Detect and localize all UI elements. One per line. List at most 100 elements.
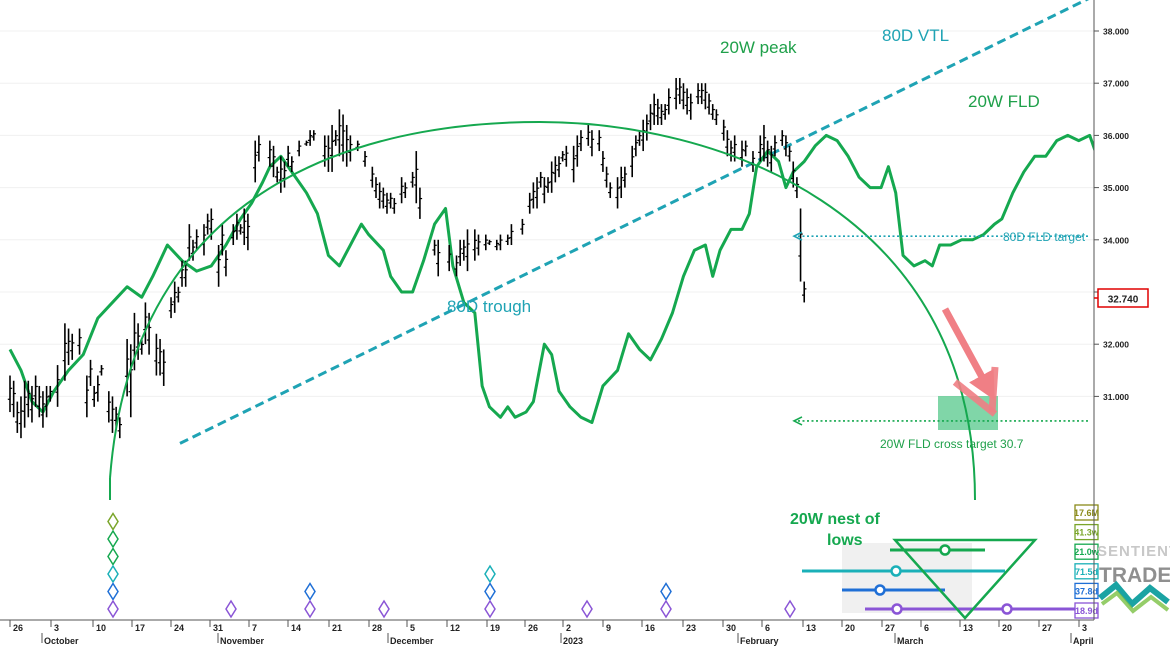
price-bar (392, 198, 397, 214)
price-bar (578, 130, 584, 152)
price-bar (600, 151, 606, 172)
price-bar (560, 151, 565, 162)
y-tick-label: 38.000 (1103, 27, 1129, 37)
price-bar (48, 385, 53, 402)
diamond-icon (107, 582, 119, 601)
price-bar (282, 161, 287, 188)
price-bar (128, 344, 133, 418)
price-bar (242, 208, 247, 246)
price-bar (743, 140, 748, 157)
price-bar (245, 213, 251, 251)
price-bar (758, 135, 763, 162)
price-bar (388, 192, 393, 209)
price-bar (695, 83, 701, 105)
x-tick-label: 3 (1082, 623, 1087, 633)
trough-diamond-stack (581, 599, 593, 619)
price-bar (183, 260, 188, 287)
price-bar (461, 239, 467, 261)
x-tick-label: 13 (806, 623, 816, 633)
price-bar (699, 83, 704, 105)
diamond-icon (660, 582, 672, 601)
price-bar (761, 124, 767, 162)
price-bar (238, 224, 243, 235)
arrow-left-icon (792, 231, 803, 241)
cycle-length-label: 17.6M (1074, 504, 1099, 521)
price-bar (205, 213, 210, 235)
price-bar (337, 109, 342, 157)
cycle-arc (109, 120, 976, 501)
price-bar (117, 417, 122, 439)
label-80d-vtl: 80D VTL (882, 26, 949, 45)
cycle-length-labels: 17.6M 41.3w 21.0w 71.5d 37.8d 18.9d (1074, 504, 1100, 619)
nest-projection (890, 544, 985, 556)
price-bar (40, 391, 46, 428)
projection-arrow (941, 307, 995, 401)
diamond-icon (784, 599, 796, 619)
price-bar (18, 396, 24, 439)
price-bar (604, 166, 609, 188)
nest-of-lows (802, 544, 1075, 615)
price-bar (253, 140, 258, 183)
diamond-icon (304, 582, 316, 601)
price-bar (520, 218, 525, 235)
price-bar (322, 135, 327, 167)
x-tick-label: 28 (372, 623, 382, 633)
x-month-label: November (220, 636, 265, 646)
diamond-icon (484, 582, 496, 601)
y-tick-label: 36.000 (1103, 131, 1129, 141)
price-bar (487, 239, 492, 246)
price-bar (798, 208, 803, 282)
x-tick-label: 3 (54, 623, 59, 633)
x-tick-label: 17 (135, 623, 145, 633)
y-tick-label: 32.000 (1103, 340, 1129, 350)
price-bar (710, 104, 715, 120)
x-tick-label: 23 (686, 623, 696, 633)
label-20w-peak: 20W peak (720, 38, 797, 57)
x-tick-label: 16 (645, 623, 655, 633)
diamond-icon (484, 599, 496, 619)
diamond-icon (660, 599, 672, 619)
price-bar (765, 140, 770, 167)
price-bar (659, 104, 664, 125)
price-bar (417, 187, 423, 219)
price-bar (534, 177, 540, 209)
price-bar (362, 151, 368, 167)
diamond-icon (107, 512, 119, 531)
price-bar (494, 239, 499, 251)
price-bar (673, 77, 679, 110)
x-month-label: February (740, 636, 779, 646)
price-bar (373, 177, 379, 199)
price-bar (780, 130, 785, 146)
price-bar (355, 140, 360, 152)
cross-target-line (792, 416, 1090, 426)
price-bar (688, 93, 693, 120)
label-80d-fld-target: 80D FLD target (1003, 230, 1086, 244)
x-tick-label: 12 (450, 623, 460, 633)
price-bar (187, 224, 192, 261)
price-bar (436, 239, 441, 277)
price-bar (384, 192, 390, 214)
x-tick-label: 20 (1002, 623, 1012, 633)
x-tick-label: 19 (490, 623, 500, 633)
trough-diamond-stack (484, 564, 496, 619)
price-bar (677, 77, 682, 105)
price-bar (556, 156, 562, 178)
x-tick-label: 14 (291, 623, 301, 633)
price-bar (22, 380, 27, 428)
price-bar (410, 171, 415, 188)
x-axis: 26 3 10 17 24 31 7 14 21 28 5 12 19 26 2 9 16 23 30 6 13 20 27… (0, 619, 1094, 647)
price-bar (234, 213, 240, 240)
price-bar (304, 140, 309, 146)
svg-text:18.9d: 18.9d (1075, 606, 1098, 616)
projection-arrow-2 (988, 366, 999, 413)
logo-text-bottom: TRADER (1099, 564, 1170, 587)
nest-projection (842, 584, 945, 596)
label-20w-fld-cross-target: 20W FLD cross target 30.7 (880, 437, 1024, 451)
trough-diamond-stack (378, 599, 390, 619)
price-bar (498, 234, 503, 251)
price-bar (377, 182, 382, 209)
x-tick-label: 21 (332, 623, 342, 633)
price-bar (220, 224, 225, 256)
price-bar (662, 104, 668, 120)
